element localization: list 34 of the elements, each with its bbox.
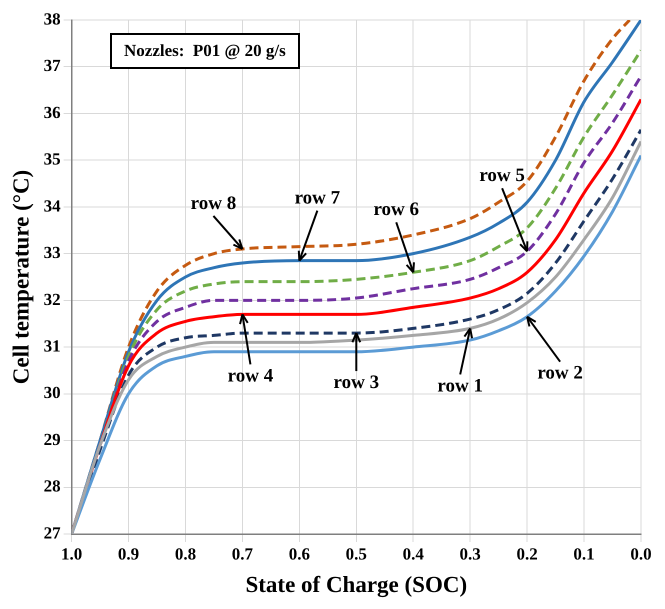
x-tick-label: 0.7	[232, 544, 254, 564]
annotation: row 2	[537, 362, 583, 384]
y-tick-label: 30	[44, 383, 61, 402]
y-tick-label: 32	[44, 290, 61, 309]
y-tick-label: 31	[44, 336, 61, 356]
x-axis-title: State of Charge (SOC)	[245, 572, 468, 598]
y-tick-label: 36	[44, 102, 61, 122]
annotation: row 5	[479, 165, 525, 186]
y-tick-label: 27	[44, 523, 62, 542]
annotation: Nozzles: P01 @ 20 g/s	[110, 33, 300, 69]
x-tick-label: 0.2	[516, 544, 538, 564]
annotation: row 1	[437, 375, 483, 396]
x-tick-label: 0.5	[346, 544, 367, 564]
annotation: row 3	[334, 372, 380, 393]
x-tick-label: 0.4	[402, 544, 424, 564]
x-tick-label: 0.9	[118, 544, 140, 564]
x-tick-label: 0.0	[630, 544, 652, 564]
x-tick-label: 0.1	[573, 544, 595, 564]
y-tick-label: 35	[44, 150, 61, 169]
y-tick-label: 37	[44, 56, 62, 76]
annotation: row 4	[228, 365, 274, 386]
annotation: row 6	[373, 199, 420, 220]
x-tick-label: 0.6	[288, 544, 310, 564]
y-tick-label: 29	[44, 430, 61, 449]
y-tick-label: 34	[44, 196, 62, 216]
annotation: row 8	[190, 192, 236, 214]
y-axis-title: Cell temperature (°C)	[8, 170, 34, 384]
y-tick-label: 38	[44, 9, 61, 28]
annotation: row 7	[294, 188, 341, 209]
x-tick-label: 0.3	[460, 544, 481, 564]
y-tick-label: 33	[44, 243, 61, 262]
x-tick-label: 0.8	[174, 544, 196, 564]
y-tick-label: 28	[44, 476, 61, 496]
x-tick-label: 1.0	[60, 544, 82, 564]
